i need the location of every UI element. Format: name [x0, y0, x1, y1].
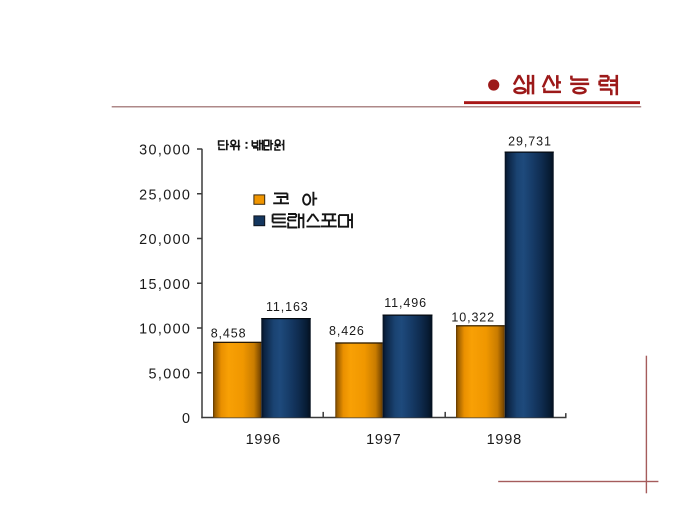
svg-text:11,496: 11,496: [384, 296, 427, 310]
svg-text:1998: 1998: [487, 432, 522, 448]
svg-text:8,458: 8,458: [211, 326, 247, 340]
svg-text:10,000: 10,000: [139, 322, 191, 338]
svg-text:5,000: 5,000: [149, 366, 192, 382]
svg-text:0: 0: [182, 411, 191, 427]
svg-text:25,000: 25,000: [139, 187, 191, 203]
svg-text:30,000: 30,000: [139, 143, 191, 159]
svg-text:15,000: 15,000: [139, 277, 191, 293]
svg-text:1997: 1997: [366, 432, 401, 448]
svg-text:20,000: 20,000: [139, 232, 191, 248]
svg-text:11,163: 11,163: [266, 300, 309, 314]
svg-text:1996: 1996: [246, 432, 281, 448]
svg-text:10,322: 10,322: [451, 311, 495, 325]
svg-text:8,426: 8,426: [329, 324, 365, 338]
svg-text:29,731: 29,731: [508, 135, 552, 149]
